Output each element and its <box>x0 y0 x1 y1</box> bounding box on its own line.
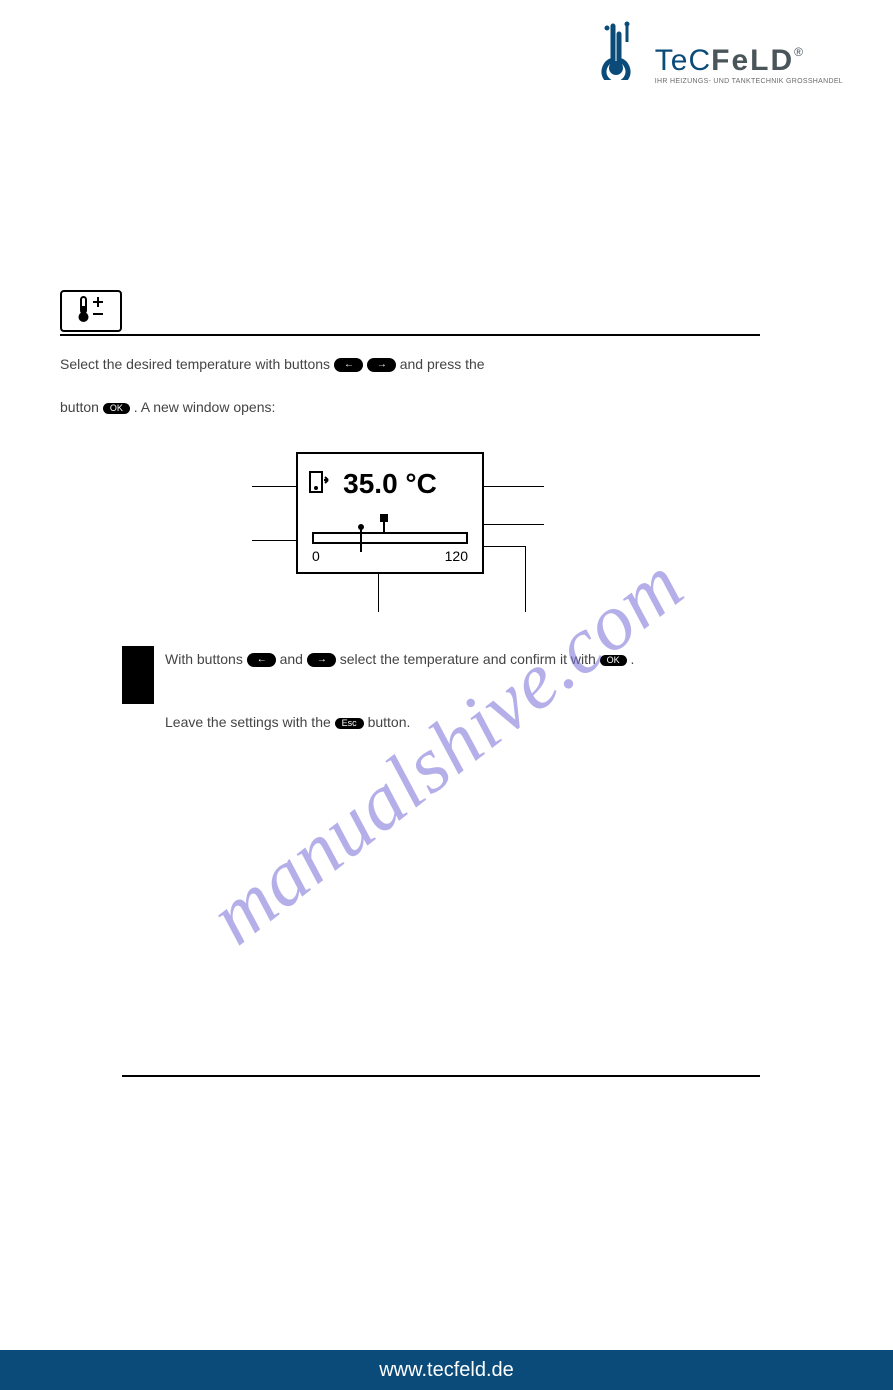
text-fragment: Leave the settings with the <box>165 714 335 730</box>
leader-line <box>525 546 526 612</box>
esc-button[interactable]: Esc <box>335 718 364 729</box>
section-underline <box>60 334 760 336</box>
leader-line <box>252 486 296 487</box>
text-fragment: Select the desired temperature with butt… <box>60 356 334 372</box>
right-arrow-button[interactable]: → <box>367 358 396 372</box>
text-fragment: select the temperature and confirm it wi… <box>340 651 600 667</box>
temperature-value: 35.0 °C <box>298 468 482 500</box>
logo-mark-icon <box>593 20 649 85</box>
section-icon-box <box>60 290 122 332</box>
instruction-line-2: button OK . A new window opens: <box>60 398 760 418</box>
leader-line <box>484 486 544 487</box>
text-fragment: . <box>631 651 635 667</box>
temperature-display-box: 35.0 °C 0 120 <box>296 452 484 574</box>
right-arrow-button[interactable]: → <box>307 653 336 667</box>
logo-brand-right: FeLD <box>711 44 794 77</box>
ok-button[interactable]: OK <box>103 403 130 414</box>
ok-button[interactable]: OK <box>600 655 627 666</box>
page: TeCFeLD® IHR HEIZUNGS- UND TANKTECHNIK G… <box>0 0 893 1390</box>
instruction-line-3: With buttons ← and → select the temperat… <box>165 650 760 670</box>
logo-registered: ® <box>794 45 804 59</box>
text-fragment: button <box>60 399 103 415</box>
slider-min-label: 0 <box>312 548 320 564</box>
slider-thumb[interactable] <box>358 524 364 552</box>
footer-bar: www.tecfeld.de <box>0 1350 893 1390</box>
logo-brand-left: TeC <box>655 44 711 77</box>
text-fragment: . A new window opens: <box>134 399 276 415</box>
bottom-rule <box>122 1075 760 1077</box>
watermark: manualshive.com <box>193 538 700 962</box>
instruction-line-1: Select the desired temperature with butt… <box>60 355 760 375</box>
logo-tagline: IHR HEIZUNGS- UND TANKTECHNIK GROSSHANDE… <box>655 78 843 85</box>
thermometer-plus-minus-icon <box>71 294 111 329</box>
brand-logo: TeCFeLD® IHR HEIZUNGS- UND TANKTECHNIK G… <box>593 20 843 85</box>
instruction-line-4: Leave the settings with the Esc button. <box>165 713 760 733</box>
left-arrow-button[interactable]: ← <box>247 653 276 667</box>
logo-text: TeCFeLD® IHR HEIZUNGS- UND TANKTECHNIK G… <box>655 46 843 85</box>
slider-default-marker <box>380 514 386 532</box>
footer-url: www.tecfeld.de <box>379 1359 514 1381</box>
leader-line <box>484 524 544 525</box>
side-tab <box>122 646 154 704</box>
slider-max-label: 120 <box>445 548 468 564</box>
slider-track[interactable] <box>312 532 468 544</box>
text-fragment: and <box>280 651 307 667</box>
text-fragment: button. <box>368 714 411 730</box>
leader-line <box>484 546 526 547</box>
leader-line <box>378 574 379 612</box>
left-arrow-button[interactable]: ← <box>334 358 363 372</box>
text-fragment: and press the <box>400 356 485 372</box>
leader-line <box>252 540 296 541</box>
text-fragment: With buttons <box>165 651 247 667</box>
